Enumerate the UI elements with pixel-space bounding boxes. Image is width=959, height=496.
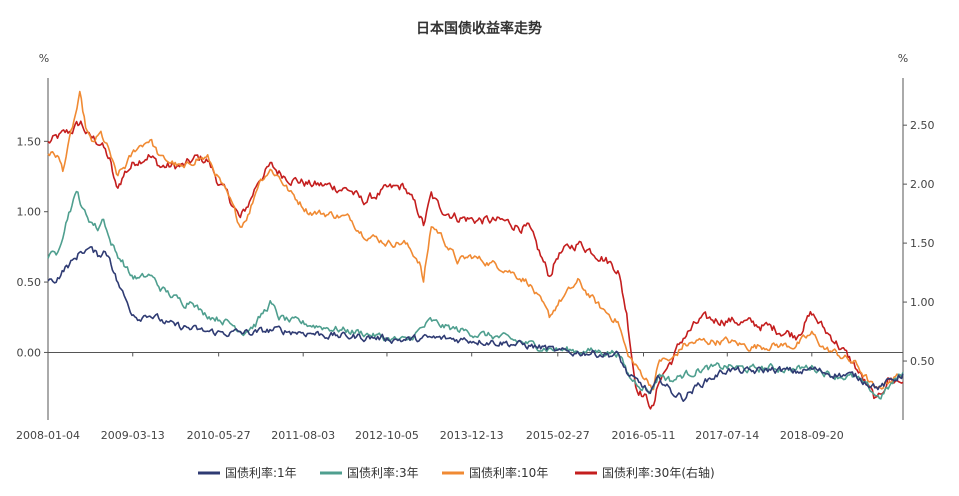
legend-label-1: 国债利率:3年 [347, 465, 419, 480]
right-tick-label: 2.00 [910, 178, 935, 191]
legend-label-0: 国债利率:1年 [225, 465, 297, 480]
right-tick-label: 2.50 [910, 119, 935, 132]
left-tick-label: 0.00 [17, 346, 42, 359]
right-tick-label: 0.50 [910, 355, 935, 368]
left-axis-unit: % [39, 52, 49, 65]
left-tick-label: 0.50 [17, 276, 42, 289]
legend-label-3: 国债利率:30年(右轴) [602, 465, 715, 480]
left-tick-label: 1.50 [17, 135, 42, 148]
x-tick-label: 2008-01-04 [16, 429, 80, 442]
axes: 1.50 1.00 0.50 0.00 2.50 2.00 1.50 1.00 0.50 2008… [16, 78, 935, 442]
x-tick-label: 2013-12-13 [440, 429, 504, 442]
x-tick-label: 2011-08-03 [271, 429, 335, 442]
x-tick-label: 2010-05-27 [187, 429, 251, 442]
series-line-2 [47, 90, 904, 391]
x-tick-label: 2009-03-13 [101, 429, 165, 442]
x-tick-label: 2018-09-20 [780, 429, 844, 442]
x-tick-label: 2016-05-11 [612, 429, 676, 442]
x-tick-label: 2015-02-27 [526, 429, 590, 442]
legend: 国债利率:1年 国债利率:3年 国债利率:10年 国债利率:30年(右轴) [198, 465, 715, 480]
series-layer [47, 90, 904, 410]
x-tick-label: 2017-07-14 [695, 429, 759, 442]
right-tick-label: 1.50 [910, 237, 935, 250]
series-line-3 [47, 120, 904, 410]
series-line-0 [47, 246, 904, 402]
right-tick-label: 1.00 [910, 296, 935, 309]
x-tick-label: 2012-10-05 [355, 429, 419, 442]
chart-title: 日本国债收益率走势 [416, 20, 542, 37]
left-tick-label: 1.00 [17, 206, 42, 219]
series-line-1 [47, 190, 904, 400]
right-axis-unit: % [898, 52, 908, 65]
legend-label-2: 国债利率:10年 [469, 465, 548, 480]
